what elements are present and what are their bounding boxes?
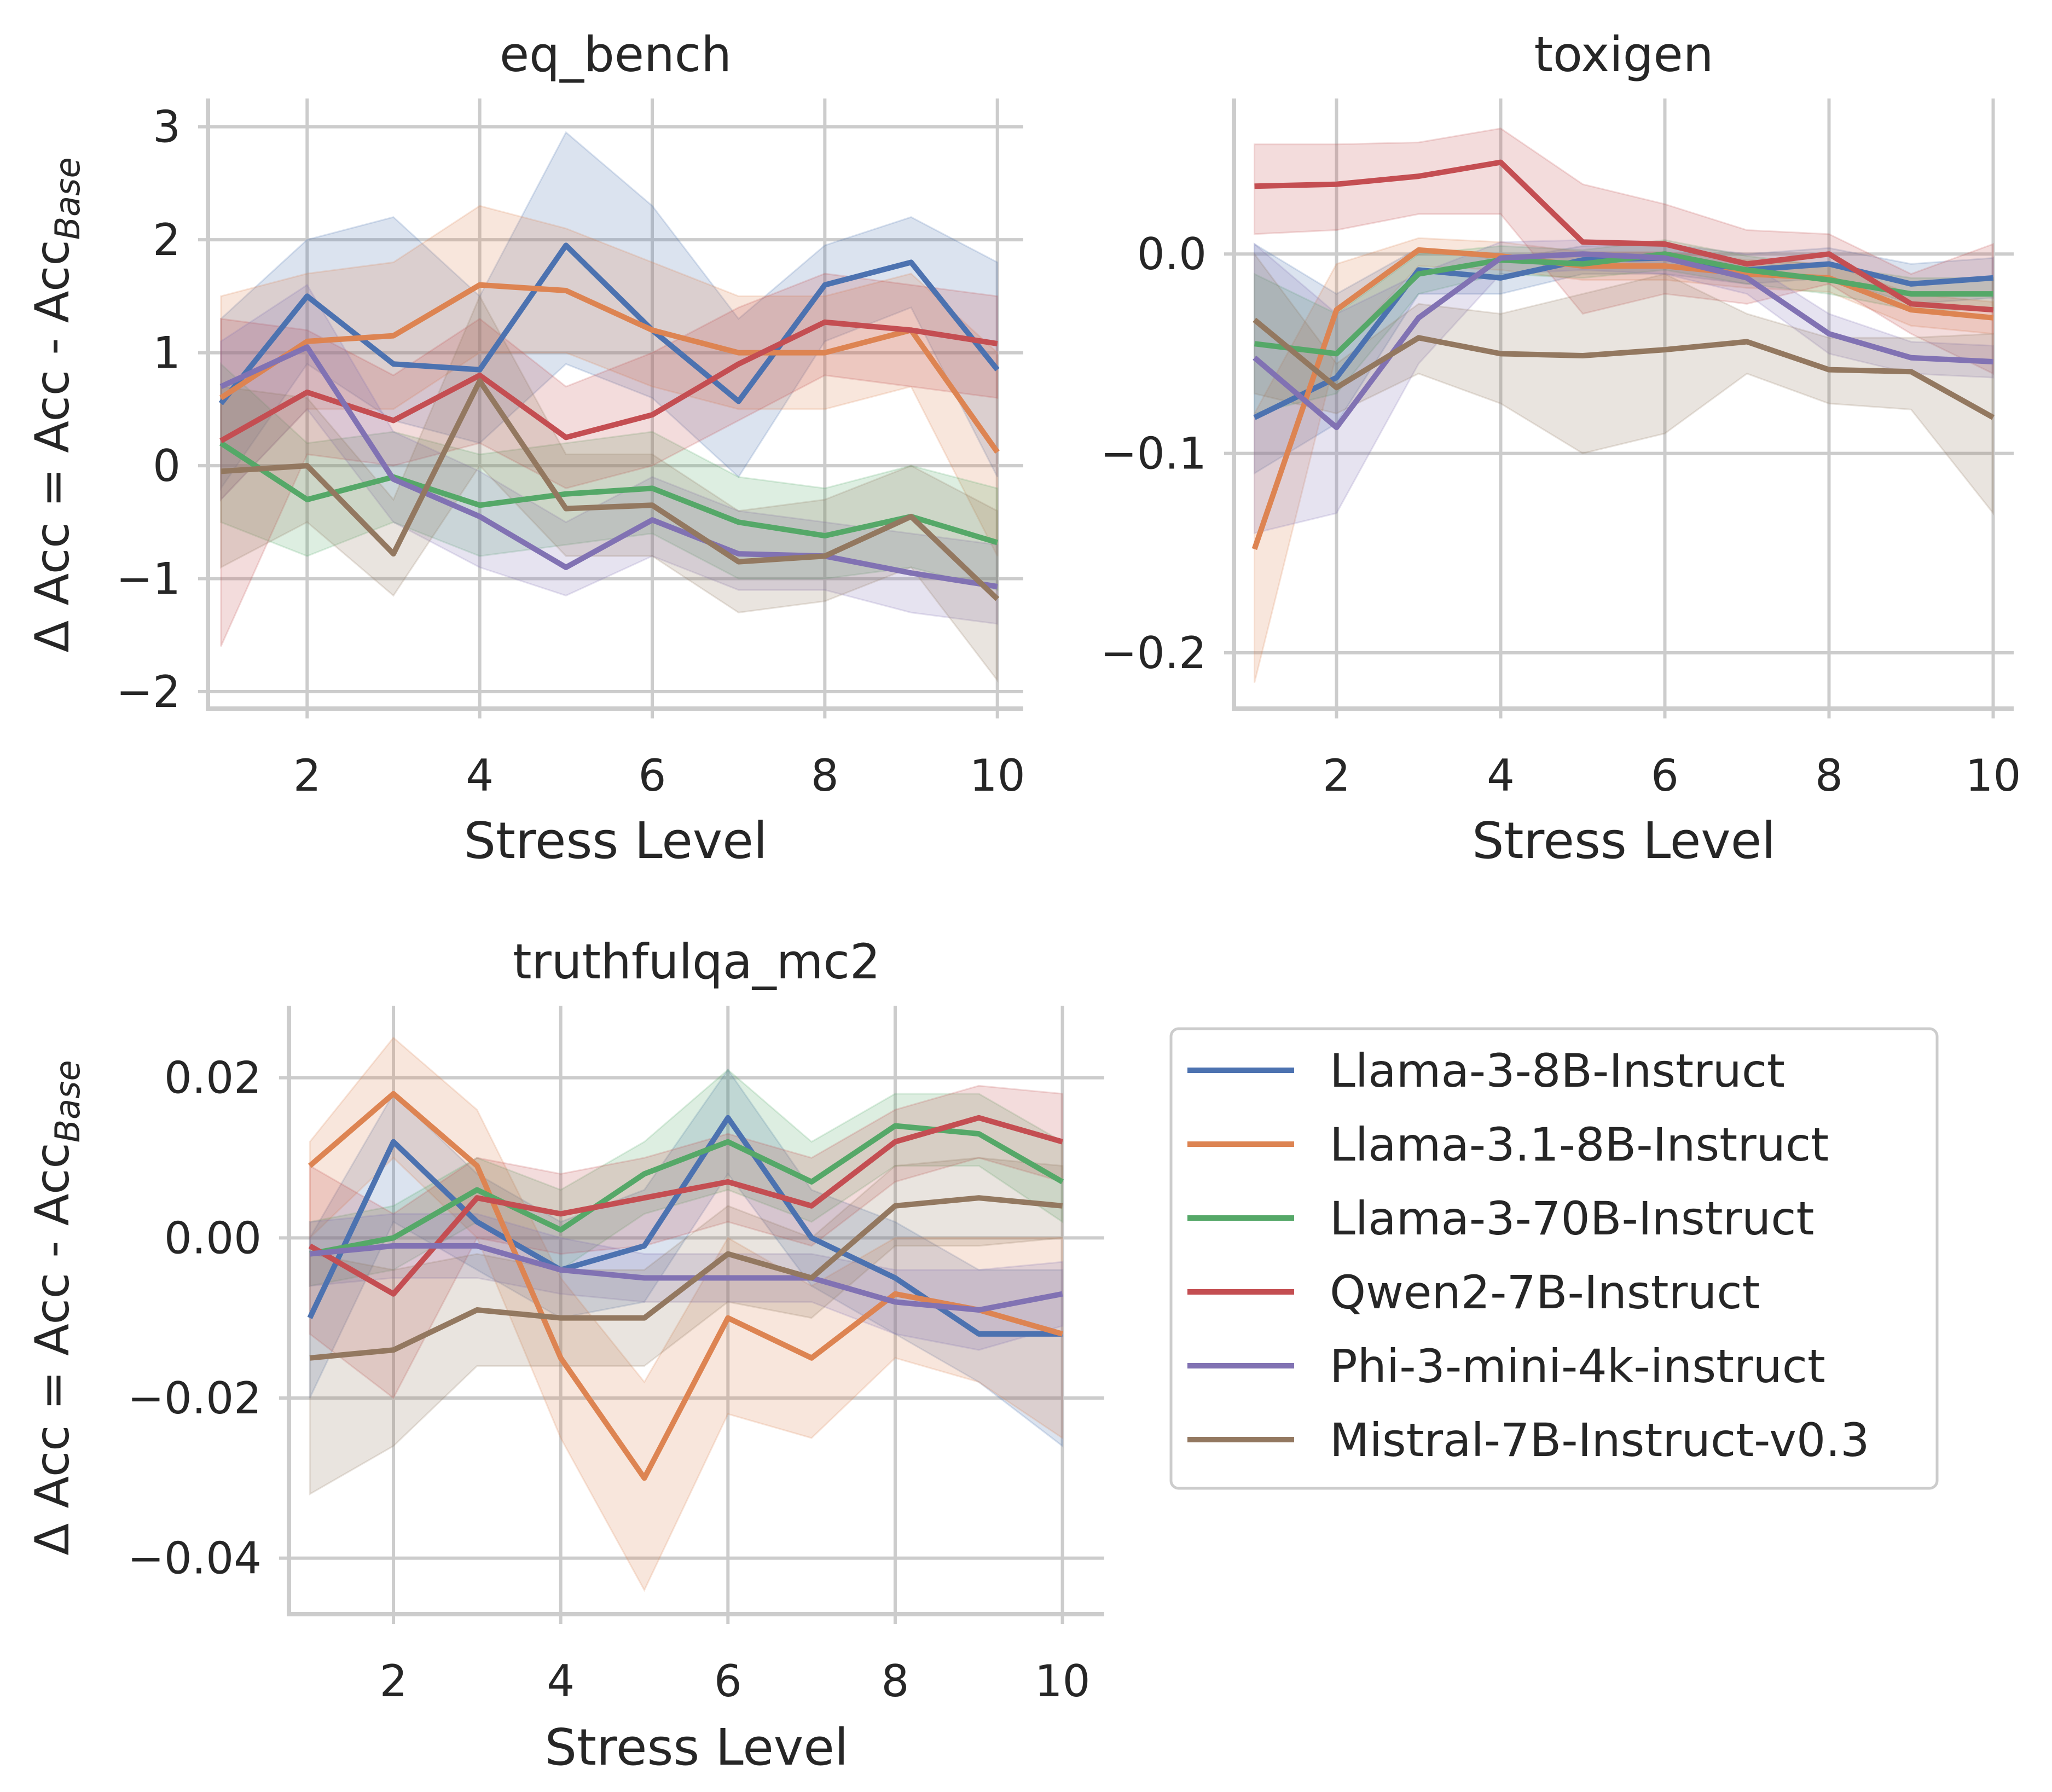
series-line-llama-3-8b-instruct: [218, 242, 1000, 405]
ci-band-phi-3-mini-4k-instruct: [309, 1213, 1064, 1351]
series-line-qwen2-7b-instruct: [1254, 159, 1993, 313]
panel-title: eq_bench: [500, 26, 732, 83]
ci-band-mistral-7b-instruct-v0-3: [1254, 251, 1994, 516]
panel-eq-bench: 2 4 6 8 10 −2 −1 0 1 2 3 eq_bench Stress Level Δ Acc …: [25, 26, 1025, 870]
series-line-llama-3-1-8b-instruct: [1251, 247, 1993, 550]
y-tick-label: −0.2: [1100, 628, 1207, 678]
series-line-phi-3-mini-4k-instruct: [219, 344, 998, 589]
legend-label-llama-3-1-8b-instruct: Llama-3.1-8B-Instruct: [1330, 1118, 1829, 1172]
legend-frame: [1169, 1027, 1939, 1490]
y-tick-label: 0: [153, 440, 181, 491]
y-tick-label: −0.02: [127, 1373, 262, 1424]
ci-band-mistral-7b-instruct-v0-3: [220, 294, 999, 683]
x-tick-label: 4: [547, 1656, 575, 1707]
x-axis-label: Stress Level: [1472, 811, 1776, 870]
legend-label-mistral-7b-instruct-v0-3: Mistral-7B-Instruct-v0.3: [1330, 1413, 1870, 1467]
x-tick-label: 4: [466, 750, 494, 801]
x-tick-label: 2: [293, 750, 321, 801]
x-tick-label: 10: [1966, 750, 2021, 801]
x-tick-label: 8: [1815, 750, 1843, 801]
series-line-mistral-7b-instruct-v0-3: [1253, 317, 1995, 420]
y-tick-label: −2: [116, 666, 181, 717]
panel-title: toxigen: [1534, 26, 1714, 83]
series-line-llama-3-1-8b-instruct: [308, 1091, 1063, 1481]
panel-title: truthfulqa_mc2: [513, 933, 880, 990]
ci-band-llama-3-1-8b-instruct: [309, 1036, 1064, 1592]
x-tick-label: 2: [380, 1656, 408, 1707]
legend: Llama-3-8B-Instruct Llama-3.1-8B-Instruct…: [1169, 1027, 1939, 1490]
y-tick-label: 3: [153, 102, 181, 153]
y-axis-label-main: Δ Acc = Acc - Acc: [25, 240, 80, 652]
x-tick-label: 10: [1035, 1656, 1091, 1707]
y-tick-label: 0.00: [164, 1213, 262, 1263]
x-tick-label: 2: [1323, 750, 1350, 801]
y-axis-label-subscript: Base: [48, 157, 88, 240]
x-tick-label: 10: [970, 750, 1025, 801]
x-tick-label: 6: [714, 1656, 742, 1707]
series-line-llama-3-70b-instruct: [219, 440, 999, 546]
x-tick-label: 8: [811, 750, 839, 801]
y-axis-label: Δ Acc = Acc - AccBase: [25, 157, 88, 652]
y-axis-label: Δ Acc = Acc - AccBase: [25, 1060, 88, 1555]
x-tick-label: 8: [881, 1656, 909, 1707]
panel-toxigen: 2 4 6 8 10 −0.2 −0.1 0.0 toxigen Stress Level: [1100, 26, 2021, 870]
series-line-llama-3-70b-instruct: [1254, 251, 1993, 357]
y-axis-label-main: Δ Acc = Acc - Acc: [25, 1143, 80, 1555]
x-tick-label: 4: [1487, 750, 1515, 801]
y-tick-label: 1: [153, 328, 181, 379]
series-line-llama-3-1-8b-instruct: [219, 282, 1000, 454]
x-tick-label: 6: [1651, 750, 1679, 801]
y-tick-label: 0.02: [164, 1053, 262, 1104]
x-axis-label: Stress Level: [545, 1718, 849, 1777]
y-tick-label: −0.1: [1100, 428, 1207, 479]
y-tick-label: 2: [153, 214, 181, 265]
series-line-phi-3-mini-4k-instruct: [1253, 251, 1993, 431]
x-tick-label: 6: [639, 750, 666, 801]
ci-band-qwen2-7b-instruct: [1254, 127, 1994, 375]
series-line-mistral-7b-instruct-v0-3: [221, 378, 1000, 601]
series-line-qwen2-7b-instruct: [219, 319, 998, 443]
x-axis-label: Stress Level: [464, 811, 768, 870]
series-line-phi-3-mini-4k-instruct: [309, 1243, 1063, 1313]
legend-label-llama-3-70b-instruct: Llama-3-70B-Instruct: [1330, 1192, 1814, 1245]
ci-band-phi-3-mini-4k-instruct: [220, 283, 999, 625]
legend-label-llama-3-8b-instruct: Llama-3-8B-Instruct: [1330, 1044, 1785, 1098]
y-tick-label: −0.04: [127, 1533, 262, 1584]
y-tick-label: 0.0: [1137, 229, 1207, 280]
ci-band-phi-3-mini-4k-instruct: [1254, 239, 1994, 535]
y-axis-label-subscript: Base: [48, 1060, 88, 1143]
series-line-mistral-7b-instruct-v0-3: [309, 1195, 1063, 1361]
legend-label-phi-3-mini-4k-instruct: Phi-3-mini-4k-instruct: [1330, 1339, 1825, 1393]
y-tick-label: −1: [116, 554, 181, 605]
ci-band-llama-3-1-8b-instruct: [220, 205, 999, 556]
panel-truthfulqa-mc2: 2 4 6 8 10 −0.04 −0.02 0.00 0.02 truthfulqa_mc2 St…: [25, 933, 1104, 1777]
legend-label-qwen2-7b-instruct: Qwen2-7B-Instruct: [1330, 1266, 1760, 1319]
